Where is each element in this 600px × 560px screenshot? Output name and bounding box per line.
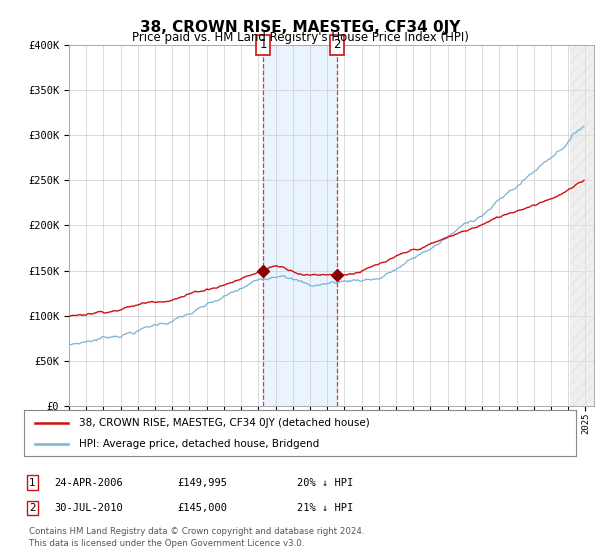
Text: 1: 1 bbox=[260, 38, 267, 52]
Text: Contains HM Land Registry data © Crown copyright and database right 2024.
This d: Contains HM Land Registry data © Crown c… bbox=[29, 527, 364, 548]
Text: 21% ↓ HPI: 21% ↓ HPI bbox=[297, 503, 353, 513]
Text: 1: 1 bbox=[29, 478, 35, 488]
Bar bbox=[263, 45, 337, 406]
Text: 30-JUL-2010: 30-JUL-2010 bbox=[54, 503, 123, 513]
Text: HPI: Average price, detached house, Bridgend: HPI: Average price, detached house, Brid… bbox=[79, 439, 319, 449]
Text: 38, CROWN RISE, MAESTEG, CF34 0JY (detached house): 38, CROWN RISE, MAESTEG, CF34 0JY (detac… bbox=[79, 418, 370, 428]
Text: 2: 2 bbox=[29, 503, 35, 513]
Text: 2: 2 bbox=[334, 38, 341, 52]
Text: Price paid vs. HM Land Registry's House Price Index (HPI): Price paid vs. HM Land Registry's House … bbox=[131, 31, 469, 44]
Text: £149,995: £149,995 bbox=[177, 478, 227, 488]
Bar bbox=[569, 45, 594, 406]
Text: 20% ↓ HPI: 20% ↓ HPI bbox=[297, 478, 353, 488]
Text: 38, CROWN RISE, MAESTEG, CF34 0JY: 38, CROWN RISE, MAESTEG, CF34 0JY bbox=[140, 20, 460, 35]
Text: 24-APR-2006: 24-APR-2006 bbox=[54, 478, 123, 488]
Text: £145,000: £145,000 bbox=[177, 503, 227, 513]
